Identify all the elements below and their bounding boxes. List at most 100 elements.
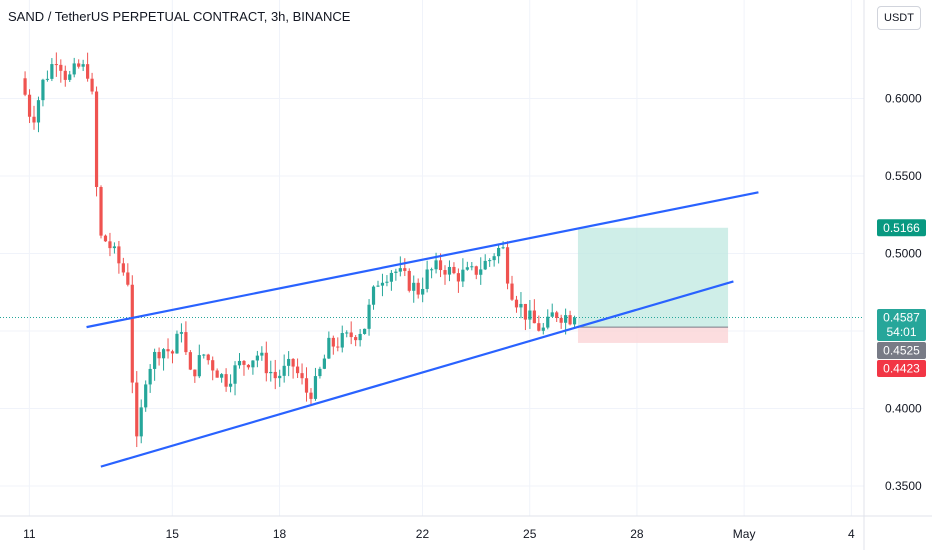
candle-body: [572, 317, 577, 325]
trendlines: [86, 191, 759, 468]
candle-body: [447, 266, 452, 275]
candle-body: [304, 378, 309, 393]
y-tick-label: 0.5000: [885, 247, 922, 261]
price-label-target: [877, 219, 926, 237]
candle-body: [501, 247, 505, 249]
candle-body: [430, 269, 434, 271]
candle-body: [376, 285, 380, 287]
candle-body: [126, 272, 130, 285]
candle-body: [144, 384, 148, 408]
candle-body: [295, 366, 300, 374]
candle-body: [309, 392, 313, 399]
price-label-stop: [877, 360, 926, 377]
candle-body: [99, 187, 103, 236]
candle-body: [425, 269, 429, 289]
candle-body: [461, 269, 465, 282]
candle-body: [255, 355, 259, 361]
x-tick-label: 4: [848, 527, 855, 541]
x-tick-label: 25: [523, 527, 537, 541]
y-tick-label: 0.5500: [885, 169, 922, 183]
candle-body: [412, 282, 416, 291]
candle-body: [362, 328, 367, 334]
chart-title: SAND / TetherUS PERPETUAL CONTRACT, 3h, …: [8, 9, 351, 24]
candle-body: [157, 351, 161, 359]
y-tick-label: 0.4000: [885, 402, 922, 416]
candle-body: [465, 267, 469, 270]
candle-body: [166, 349, 170, 352]
candle-body: [77, 63, 81, 67]
candle-body: [72, 63, 76, 75]
candle-body: [184, 332, 188, 353]
candle-body: [112, 246, 117, 249]
candle-body: [340, 333, 344, 348]
candle-body: [470, 266, 474, 268]
candle-body: [32, 116, 36, 123]
candle-body: [322, 358, 326, 369]
candle-body: [175, 333, 179, 354]
candle-body: [358, 333, 362, 341]
candle-body: [121, 263, 125, 273]
candle-body: [537, 323, 541, 331]
candle-body: [394, 271, 398, 273]
candle-body: [456, 273, 461, 282]
price-label-text-entry: 0.4525: [883, 344, 920, 358]
candle-body: [36, 100, 41, 123]
candle-body: [389, 272, 393, 282]
countdown-text: 54:01: [886, 325, 916, 339]
candle-body: [398, 268, 402, 272]
candle-body: [300, 373, 304, 379]
upper-trendline: [86, 191, 759, 329]
candle-body: [179, 332, 184, 334]
candle-body: [94, 91, 99, 188]
candle-body: [86, 64, 90, 79]
candle-body: [380, 282, 385, 286]
candle-body: [550, 312, 554, 317]
candle-body: [237, 360, 242, 366]
candle-body: [228, 383, 233, 387]
candle-body: [233, 365, 237, 384]
candle-body: [50, 64, 54, 79]
candle-body: [246, 364, 251, 368]
x-tick-label: 28: [630, 527, 644, 541]
price-label-last: [877, 309, 926, 342]
candle-body: [197, 355, 201, 377]
price-label-text-target: 0.5166: [883, 221, 920, 235]
candle-body: [81, 64, 85, 67]
candle-body: [202, 354, 206, 356]
candle-body: [45, 78, 50, 80]
candle-body: [546, 316, 550, 328]
candle-body: [541, 327, 545, 331]
candle-body: [331, 337, 335, 347]
candle-body: [474, 266, 478, 275]
candle-body: [193, 369, 197, 377]
candle-body: [153, 351, 157, 369]
position-zones: [577, 227, 729, 343]
candle-body: [260, 352, 264, 356]
candle-body: [291, 358, 295, 367]
price-label-entry: [877, 342, 926, 359]
stop-zone: [577, 327, 729, 343]
candle-body: [523, 303, 528, 320]
candles: [23, 52, 577, 448]
candle-body: [505, 247, 510, 284]
candle-body: [349, 332, 353, 338]
candle-body: [497, 247, 501, 257]
currency-button[interactable]: USDT: [877, 6, 921, 30]
candle-body: [407, 270, 411, 291]
candle-body: [68, 74, 72, 80]
candle-body: [148, 368, 152, 385]
candle-body: [130, 284, 134, 383]
candle-body: [23, 78, 27, 95]
candle-body: [438, 260, 443, 271]
candle-body: [108, 241, 112, 249]
candle-body: [54, 64, 58, 66]
candle-body: [63, 70, 67, 80]
x-axis: 11 15 18 22 25 28 May 4: [0, 515, 932, 541]
candle-body: [318, 368, 322, 377]
candle-body: [282, 365, 286, 376]
target-zone: [577, 227, 729, 328]
candle-body: [269, 371, 273, 374]
